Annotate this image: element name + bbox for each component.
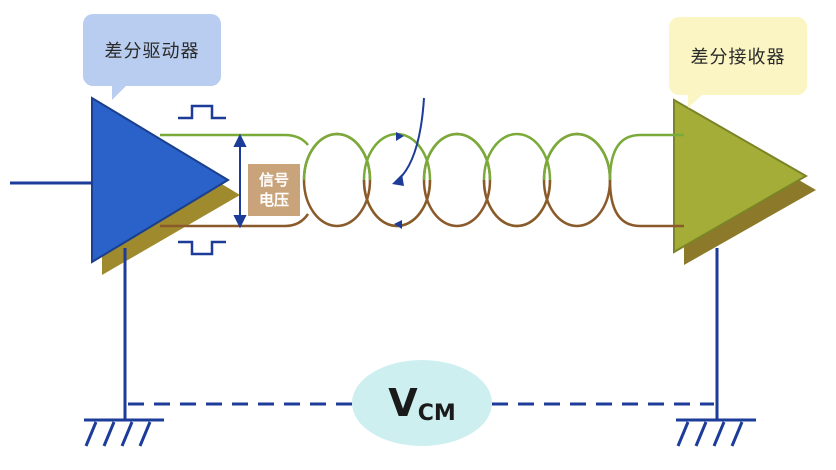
bottom-wire (160, 213, 310, 228)
vcm-subscript-label: CM (417, 400, 456, 426)
receiver-ground-symbol (676, 418, 756, 447)
field-arrowhead-bottom (394, 220, 402, 229)
driver-label: 差分驱动器 (104, 41, 200, 62)
signal-voltage-line2: 电压 (258, 191, 289, 209)
top-wire (160, 133, 309, 146)
driver-ground-symbol (84, 418, 164, 447)
receiver-bottom-wire (608, 179, 684, 228)
bottom-pulse (178, 240, 226, 256)
driver-callout: 差分驱动器 (83, 14, 221, 86)
receiver-triangle (673, 98, 809, 254)
field-arrowhead-1 (392, 174, 404, 186)
signal-voltage-line1: 信号 (258, 171, 289, 189)
driver-callout-pointer (112, 84, 128, 100)
receiver-label: 差分接收器 (690, 47, 786, 68)
vcm-main-label: V (388, 381, 418, 425)
signal-voltage-arrow (233, 133, 247, 229)
top-pulse (178, 104, 226, 120)
driver-triangle (91, 96, 230, 264)
receiver-callout: 差分接收器 (669, 17, 807, 95)
signal-voltage-label: 信号 电压 (248, 164, 300, 216)
field-arrowhead-top (396, 132, 404, 141)
twisted-pair (302, 132, 612, 228)
vcm-ellipse: V CM (352, 360, 492, 446)
receiver-callout-pointer (688, 93, 704, 108)
receiver-top-wire (608, 133, 684, 181)
